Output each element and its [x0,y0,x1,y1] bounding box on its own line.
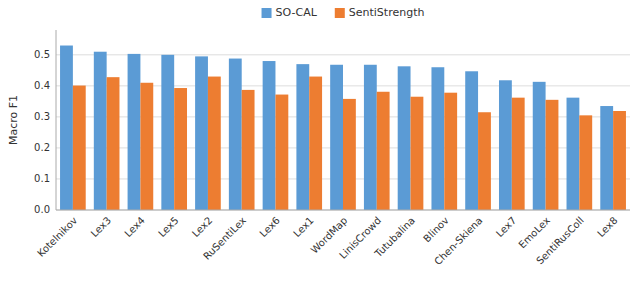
bar [128,54,141,210]
x-tick-labels: Kotelnikov Lex3 Lex4 Lex5 Lex2RuSentiLex Lex6… [35,215,620,267]
bar [600,106,613,210]
bar [94,52,107,210]
y-grid [56,55,630,210]
bar [174,88,187,210]
y-axis-line [56,30,57,210]
x-tick-label: Lex7 [494,215,519,240]
legend-item: SentiStrength [335,6,425,19]
bar [73,86,86,210]
bar [398,66,411,210]
x-tick-label: Chen-Skiena [432,215,484,267]
x-tick-label: Lex2 [190,215,215,240]
x-tick-label: Lex1 [291,215,316,240]
bar [60,46,73,210]
y-tick-label: 0.1 [34,173,50,184]
bar [478,112,491,210]
x-tick-label: Lex5 [156,215,181,240]
bar [107,77,120,210]
grid-line [56,54,630,55]
y-tick-label: 0.4 [34,80,50,91]
bar [377,92,390,210]
bar [343,99,356,210]
y-tick-label: 0.0 [34,204,50,215]
x-tick-label: Tutubalina [372,215,417,260]
bar [263,61,276,210]
bar [613,111,626,210]
y-tick-label: 0.2 [34,142,50,153]
bar [444,93,457,210]
y-tick-labels: 0.0 0.1 0.2 0.3 0.4 0.5 [34,49,50,215]
bar [208,77,221,210]
bars [60,46,626,210]
legend-item: SO-CAL [262,6,318,19]
x-tick-label: Blinov [421,215,451,245]
bar [533,82,546,210]
bar [309,77,322,210]
legend-label: SO-CAL [276,6,318,19]
x-tick-label: RuSentiLex [201,215,248,262]
legend-label: SentiStrength [349,6,425,19]
bar [411,97,424,210]
chart-svg: 0.0 0.1 0.2 0.3 0.4 0.5 Kotelnikov Lex3 Lex4 Lex5… [0,0,640,288]
y-axis-label: Macro F1 [7,95,20,145]
bar [567,98,580,210]
y-tick-label: 0.3 [34,111,50,122]
x-tick-label: Lex3 [89,215,114,240]
legend-swatch [262,8,272,18]
bar [431,67,444,210]
legend: SO-CAL SentiStrength [262,6,425,19]
bar-series [60,46,613,210]
x-tick-label: Kotelnikov [35,215,79,259]
bar [579,115,592,210]
bar [161,55,174,210]
bar [465,71,478,210]
x-axis-line [56,210,630,211]
x-tick-label: Lex4 [122,215,147,240]
bar [546,100,559,210]
bar [229,59,242,210]
legend-swatch [335,8,345,18]
bar [275,95,288,210]
bar [499,80,512,210]
bar [296,64,309,210]
grid-line [56,210,630,211]
chart-container: 0.0 0.1 0.2 0.3 0.4 0.5 Kotelnikov Lex3 Lex4 Lex5… [0,0,640,288]
bar-series [73,77,626,210]
x-tick-label: SentiRusColl [534,215,586,267]
x-tick-label: Lex8 [595,215,620,240]
y-tick-label: 0.5 [34,49,50,60]
bar [330,65,343,210]
bar [140,83,153,210]
bar [242,90,255,210]
x-tick-label: Lex6 [257,215,282,240]
bar [195,56,208,210]
bar [364,65,377,210]
bar [512,98,525,210]
